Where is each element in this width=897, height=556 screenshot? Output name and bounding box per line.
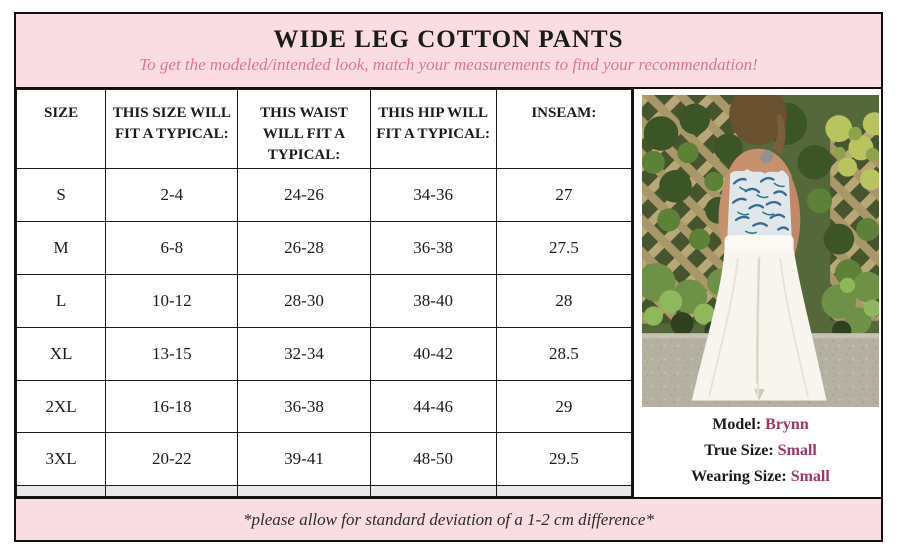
cell-hip: 44-46 (369, 379, 497, 434)
cell-waist: 26-28 (237, 220, 371, 275)
cell-inseam: 29.5 (495, 432, 633, 487)
deviation-note: *please allow for standard deviation of … (243, 509, 654, 529)
wearing-size-value: Small (790, 468, 830, 486)
wearing-size-line: Wearing Size: Small (642, 464, 879, 490)
cell-fit: 20-22 (105, 432, 239, 487)
cell-fit: 16-18 (105, 379, 239, 434)
model-value: Brynn (765, 416, 809, 434)
model-name-line: Model: Brynn (642, 412, 879, 438)
empty-cell (105, 485, 239, 497)
cell-waist: 32-34 (237, 326, 371, 381)
size-table: SIZE THIS SIZE WILL FIT A TYPICAL: THIS … (15, 89, 633, 497)
content-area: SIZE THIS SIZE WILL FIT A TYPICAL: THIS … (15, 89, 881, 497)
true-size-label: True Size: (704, 442, 774, 460)
footer-banner: *please allow for standard deviation of … (16, 497, 881, 540)
cell-waist: 28-30 (237, 273, 371, 328)
model-label: Model: (712, 416, 762, 434)
wearing-size-label: Wearing Size: (691, 468, 787, 486)
cell-hip: 40-42 (369, 326, 497, 381)
page-title: WIDE LEG COTTON PANTS (273, 26, 624, 54)
model-figure (691, 95, 827, 401)
model-photo (642, 95, 879, 408)
column-header-waist: THIS WAIST WILL FIT A TYPICAL: (237, 89, 371, 169)
cell-fit: 2-4 (105, 168, 239, 222)
true-size-value: Small (777, 442, 817, 460)
cell-size: S (15, 168, 107, 222)
table-header-row: SIZE THIS SIZE WILL FIT A TYPICAL: THIS … (15, 89, 633, 169)
cell-inseam: 28.5 (495, 326, 633, 381)
cell-fit: 10-12 (105, 273, 239, 328)
column-header-fit: THIS SIZE WILL FIT A TYPICAL: (105, 89, 239, 169)
cell-inseam: 28 (495, 273, 633, 328)
cell-size: 3XL (15, 432, 107, 487)
model-photo-illustration (642, 95, 879, 408)
outer-frame: WIDE LEG COTTON PANTS To get the modeled… (14, 12, 883, 542)
cell-size: M (15, 220, 107, 275)
true-size-line: True Size: Small (642, 438, 879, 464)
cell-waist: 36-38 (237, 379, 371, 434)
empty-row (15, 485, 633, 497)
cell-hip: 36-38 (369, 220, 497, 275)
header-banner: WIDE LEG COTTON PANTS To get the modeled… (16, 14, 881, 89)
empty-cell (495, 485, 633, 497)
table-row: S 2-4 24-26 34-36 27 (15, 168, 633, 222)
table-row: M 6-8 26-28 36-38 27.5 (15, 220, 633, 275)
cell-size: L (15, 273, 107, 328)
cell-hip: 48-50 (369, 432, 497, 487)
cell-inseam: 29 (495, 379, 633, 434)
cell-fit: 13-15 (105, 326, 239, 381)
table-row: 3XL 20-22 39-41 48-50 29.5 (15, 432, 633, 487)
page-subtitle: To get the modeled/intended look, match … (139, 54, 758, 74)
cell-inseam: 27.5 (495, 220, 633, 275)
empty-cell (15, 485, 107, 497)
cell-size: 2XL (15, 379, 107, 434)
cell-inseam: 27 (495, 168, 633, 222)
model-info: Model: Brynn True Size: Small Wearing Si… (634, 407, 881, 497)
cell-waist: 39-41 (237, 432, 371, 487)
cell-waist: 24-26 (237, 168, 371, 222)
cell-hip: 34-36 (369, 168, 497, 222)
empty-cell (369, 485, 497, 497)
empty-cell (237, 485, 371, 497)
cell-fit: 6-8 (105, 220, 239, 275)
model-panel: Model: Brynn True Size: Small Wearing Si… (634, 89, 881, 497)
column-header-hip: THIS HIP WILL FIT A TYPICAL: (369, 89, 497, 169)
table-row: L 10-12 28-30 38-40 28 (15, 273, 633, 328)
table-row: 2XL 16-18 36-38 44-46 29 (15, 379, 633, 434)
table-row: XL 13-15 32-34 40-42 28.5 (15, 326, 633, 381)
cell-hip: 38-40 (369, 273, 497, 328)
column-header-size: SIZE (15, 89, 107, 169)
cell-size: XL (15, 326, 107, 381)
column-header-inseam: INSEAM: (495, 89, 633, 169)
size-table-container: SIZE THIS SIZE WILL FIT A TYPICAL: THIS … (15, 89, 634, 497)
